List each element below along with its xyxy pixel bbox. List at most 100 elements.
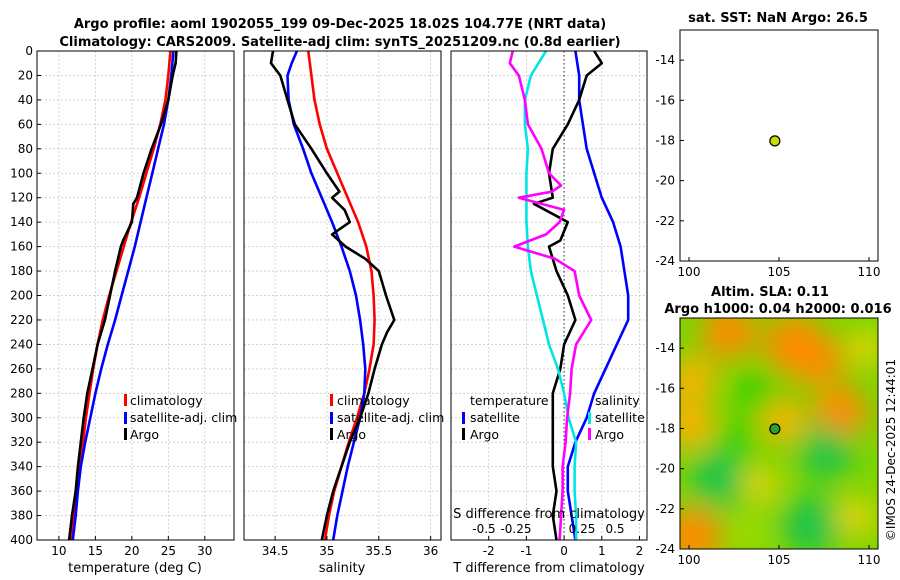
depth-tick-label: 100 bbox=[10, 166, 33, 180]
depth-tick-label: 240 bbox=[10, 337, 33, 351]
lon-tick-label: 110 bbox=[858, 265, 881, 279]
legend-swatch-climatology bbox=[330, 394, 333, 406]
salinity-frame bbox=[243, 50, 442, 541]
lat-tick-label: -16 bbox=[655, 381, 675, 395]
x-tick-label: 36 bbox=[423, 544, 438, 558]
x-tick-label: 10 bbox=[51, 544, 66, 558]
figure-title-line2: Climatology: CARS2009. Satellite-adj cli… bbox=[59, 35, 620, 50]
depth-tick-label: 160 bbox=[10, 240, 33, 254]
x-tick-label: 2 bbox=[636, 544, 644, 558]
sla-anomaly-blob bbox=[680, 355, 715, 401]
depth-tick-label: 380 bbox=[10, 509, 33, 523]
x-tick-label: 0 bbox=[560, 544, 568, 558]
lat-tick-label: -22 bbox=[655, 214, 675, 228]
argo-float-marker bbox=[769, 423, 781, 435]
lat-tick-label: -16 bbox=[655, 93, 675, 107]
depth-tick-label: 340 bbox=[10, 460, 33, 474]
legend-sal-argo: Argo bbox=[595, 427, 624, 442]
depth-tick-label: 360 bbox=[10, 484, 33, 498]
x-tick-label: 34.5 bbox=[262, 544, 289, 558]
difference-frame bbox=[450, 50, 648, 541]
temperature-frame bbox=[36, 50, 235, 541]
salinity-diff-ticks: -0.5 -0.25 0.25 0.5 bbox=[472, 522, 624, 536]
x-tick-label: 25 bbox=[161, 544, 176, 558]
legend-salinity-header: salinity bbox=[595, 393, 640, 408]
legend-satellite: satellite-adj. clim bbox=[337, 410, 444, 425]
lon-tick-label: 100 bbox=[678, 265, 701, 279]
depth-tick-label: 260 bbox=[10, 362, 33, 376]
lat-tick-label: -14 bbox=[655, 53, 675, 67]
difference-panel: -2 -1 0 1 2 T difference from climatology S … bbox=[450, 50, 648, 576]
legend-swatch-sal-satellite bbox=[588, 412, 591, 424]
sla-anomaly-blob bbox=[702, 318, 756, 359]
series-line-satellite-adj-clim bbox=[71, 51, 175, 540]
x-tick-label: 20 bbox=[124, 544, 139, 558]
x-tick-label: -1 bbox=[520, 544, 532, 558]
depth-tick-label: 60 bbox=[18, 117, 33, 131]
sst-lat-ticks: -14 -16 -18 -20 -22 -24 bbox=[655, 53, 684, 268]
sla-anomaly-blob bbox=[782, 495, 841, 549]
sla-lat-ticks: -14 -16 -18 -20 -22 -24 bbox=[655, 341, 684, 556]
depth-tick-label: 40 bbox=[18, 93, 33, 107]
s-tick-0.5: 0.5 bbox=[605, 522, 624, 536]
sla-anomaly-blob bbox=[680, 507, 722, 549]
sla-anomaly-blob bbox=[689, 450, 746, 507]
x-tick-label: 35 bbox=[319, 544, 334, 558]
depth-tick-label: 80 bbox=[18, 142, 33, 156]
legend-sal-satellite: satellite bbox=[595, 410, 645, 425]
x-tick-label: 35.5 bbox=[365, 544, 392, 558]
lon-tick-label: 105 bbox=[768, 265, 791, 279]
depth-tick-label: 140 bbox=[10, 215, 33, 229]
sla-heatmap bbox=[680, 318, 878, 549]
x-tick-label: 1 bbox=[598, 544, 606, 558]
temperature-grid bbox=[37, 50, 234, 541]
sst-map-frame bbox=[679, 29, 879, 262]
legend-swatch-argo bbox=[124, 428, 127, 440]
series-line-salinity-argo bbox=[508, 51, 593, 540]
sla-anomaly-blob bbox=[836, 497, 877, 537]
legend-swatch-satellite bbox=[330, 412, 333, 424]
lat-tick-label: -18 bbox=[655, 421, 675, 435]
temperature-panel: 10 15 20 25 30 0 20 40 60 80 100 120 140 160 180 200 22… bbox=[10, 44, 237, 576]
s-tick-minus-0.25: -0.25 bbox=[500, 522, 531, 536]
sla-anomaly-blob bbox=[761, 399, 804, 442]
sla-anomaly-blob bbox=[799, 425, 853, 480]
depth-tick-label: 200 bbox=[10, 289, 33, 303]
legend-climatology: climatology bbox=[337, 393, 410, 408]
difference-x-label: T difference from climatology bbox=[452, 561, 645, 576]
sla-anomaly-blob bbox=[733, 516, 767, 549]
salinity-diff-legend: salinity satellite Argo bbox=[588, 393, 645, 442]
sla-anomaly-blob bbox=[787, 332, 843, 389]
sla-map-frame bbox=[679, 317, 879, 550]
legend-satellite: satellite-adj. clim bbox=[130, 410, 237, 425]
series-line-salinity-satellite bbox=[523, 51, 578, 540]
series-line-argo bbox=[67, 51, 178, 540]
lon-tick-label: 100 bbox=[678, 553, 701, 567]
sst-map-area bbox=[680, 30, 878, 261]
legend-swatch-sal-argo bbox=[588, 428, 591, 440]
sst-map-panel: sat. SST: NaN Argo: 26.5 100 105 110 -14-1… bbox=[655, 11, 880, 279]
legend-climatology: climatology bbox=[130, 393, 203, 408]
sla-anomaly-blob bbox=[847, 329, 878, 367]
sla-anomaly-blob bbox=[742, 466, 780, 503]
salinity-x-label: salinity bbox=[319, 561, 366, 576]
temperature-legend: climatology satellite-adj. clim Argo bbox=[124, 393, 237, 442]
depth-tick-label: 20 bbox=[18, 68, 33, 82]
sla-title: Altim. SLA: 0.11 bbox=[711, 285, 829, 300]
lat-tick-label: -24 bbox=[655, 254, 675, 268]
depth-tick-label: 220 bbox=[10, 313, 33, 327]
sla-anomaly-blob bbox=[813, 385, 867, 440]
salinity-panel: 34.5 35 35.5 36 salinity climatology satell… bbox=[243, 50, 444, 576]
sla-anomaly-blob bbox=[680, 400, 713, 449]
figure-title-line1: Argo profile: aoml 1902055_199 09-Dec-20… bbox=[74, 17, 606, 32]
depth-tick-label: 280 bbox=[10, 386, 33, 400]
depth-tick-label: 320 bbox=[10, 435, 33, 449]
salinity-x-ticks: 34.5 35 35.5 36 bbox=[262, 536, 438, 558]
imos-watermark: ©IMOS 24-Dec-2025 12:44:01 bbox=[884, 359, 898, 541]
legend-swatch-satellite bbox=[124, 412, 127, 424]
lat-tick-label: -18 bbox=[655, 133, 675, 147]
temperature-x-label: temperature (deg C) bbox=[68, 561, 202, 576]
lat-tick-label: -22 bbox=[655, 502, 675, 516]
legend-temp-argo: Argo bbox=[470, 427, 499, 442]
legend-swatch-climatology bbox=[124, 394, 127, 406]
